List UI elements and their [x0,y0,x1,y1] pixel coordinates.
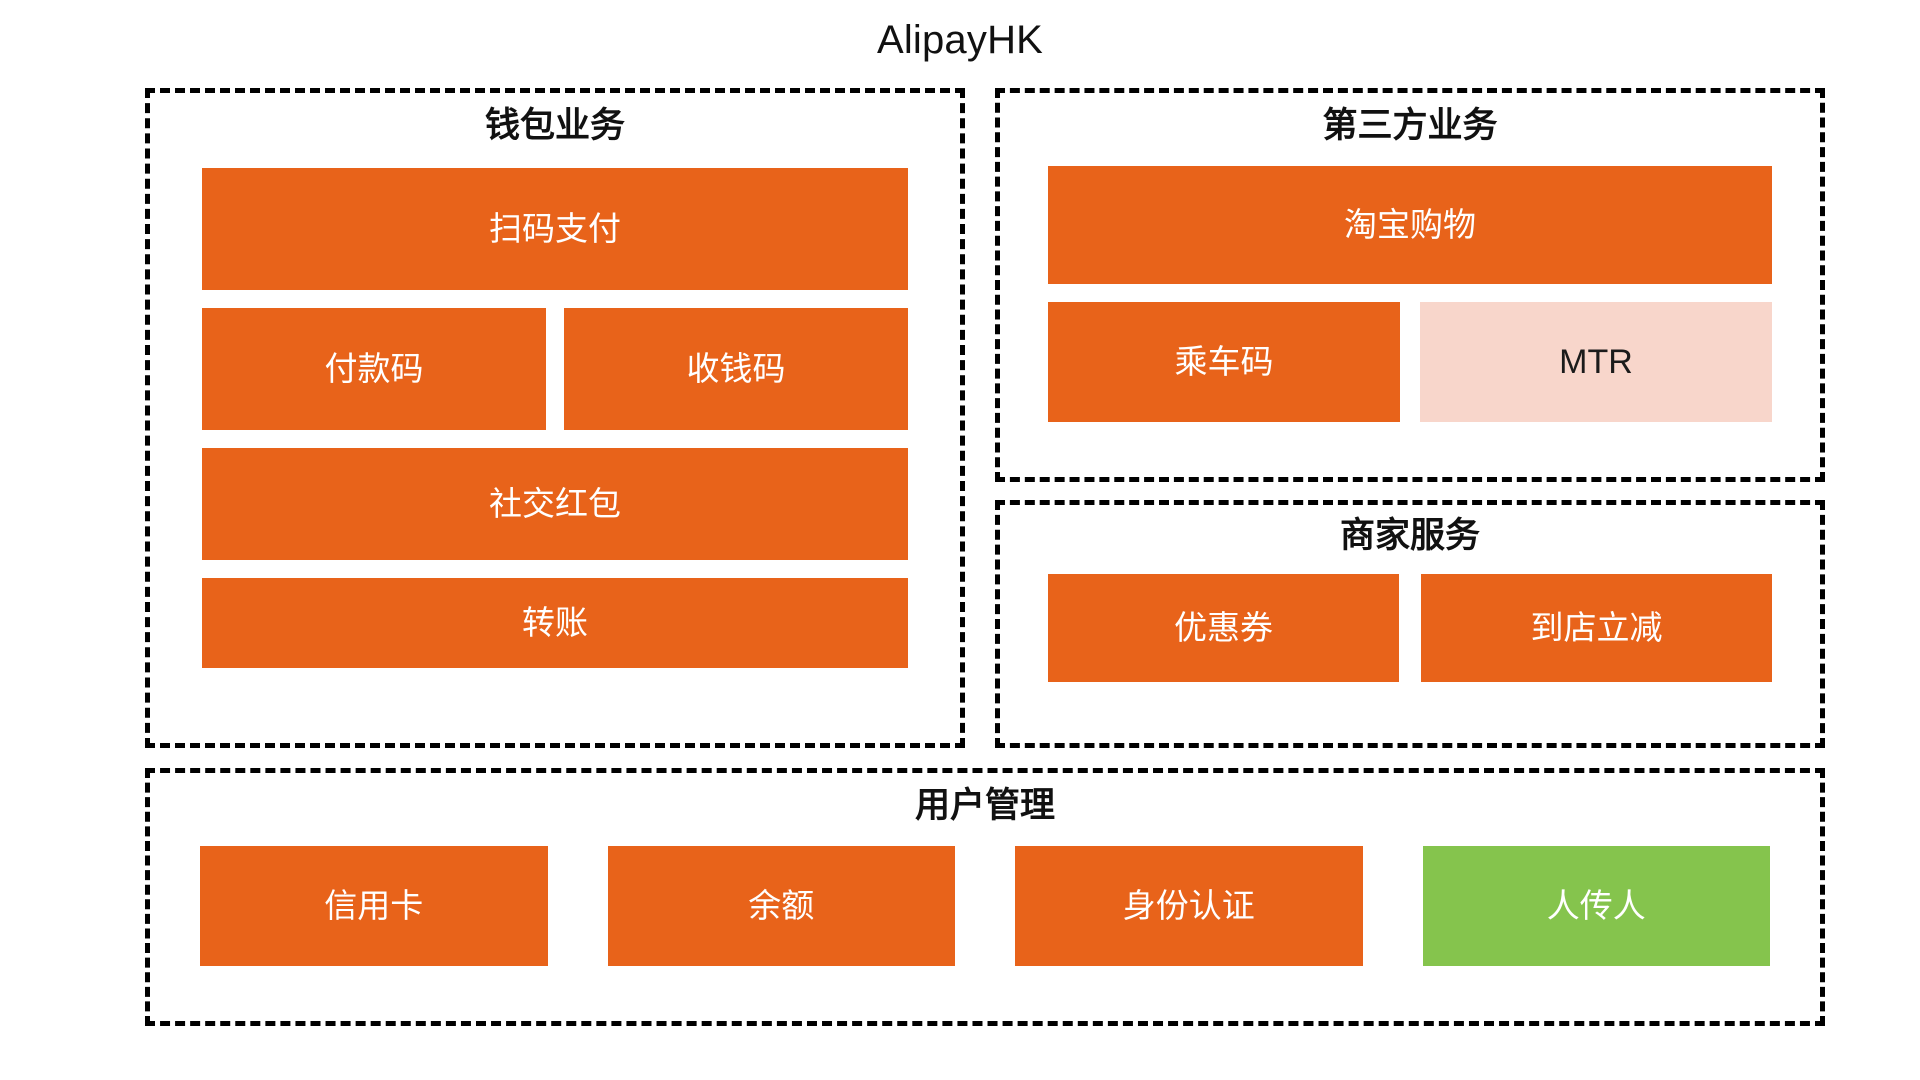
group-merchant-services: 商家服务 优惠券 到店立减 [995,500,1825,748]
group-merchant-services-title: 商家服务 [1339,516,1480,555]
node-social-red-packet[interactable]: 社交红包 [202,447,908,560]
group-wallet-business: 钱包业务 扫码支付 付款码 收钱码 社交红包 转账 [145,88,965,748]
group-user-management-title: 用户管理 [914,786,1055,825]
node-payment-code[interactable]: 付款码 [202,307,546,430]
page-title: AlipayHK [876,18,1044,62]
group-third-party-business-body: 淘宝购物 乘车码 MTR [1000,165,1820,422]
node-transfer[interactable]: 转账 [202,577,908,668]
group-user-management-body: 信用卡 余额 身份认证 人传人 [150,845,1820,966]
third-party-transit-row: 乘车码 MTR [1048,301,1772,422]
node-collect-code[interactable]: 收钱码 [564,307,908,430]
group-third-party-business-title: 第三方业务 [1322,106,1498,145]
merchant-services-row: 优惠券 到店立减 [1048,573,1772,682]
node-in-store-discount[interactable]: 到店立减 [1421,573,1772,682]
node-taobao-shopping[interactable]: 淘宝购物 [1048,165,1772,284]
node-person-to-person[interactable]: 人传人 [1422,845,1770,966]
node-balance[interactable]: 余额 [607,845,955,966]
node-coupon[interactable]: 优惠券 [1048,573,1399,682]
node-identity-verification[interactable]: 身份认证 [1015,845,1363,966]
group-user-management: 用户管理 信用卡 余额 身份认证 人传人 [145,768,1825,1026]
node-mtr[interactable]: MTR [1420,301,1772,422]
group-third-party-business: 第三方业务 淘宝购物 乘车码 MTR [995,88,1825,482]
group-wallet-business-title: 钱包业务 [484,106,625,145]
group-wallet-business-body: 扫码支付 付款码 收钱码 社交红包 转账 [150,167,960,668]
node-scan-payment[interactable]: 扫码支付 [202,167,908,290]
user-management-row: 信用卡 余额 身份认证 人传人 [200,845,1770,966]
node-transit-code[interactable]: 乘车码 [1048,301,1400,422]
node-credit-card[interactable]: 信用卡 [200,845,548,966]
group-merchant-services-body: 优惠券 到店立减 [1000,573,1820,682]
wallet-code-row: 付款码 收钱码 [202,307,908,430]
